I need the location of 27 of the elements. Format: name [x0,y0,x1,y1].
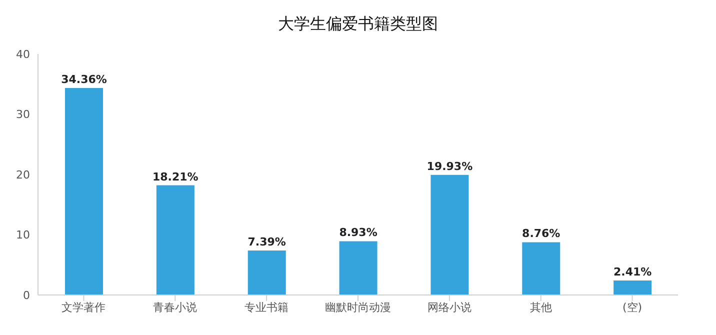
x-tick-label: 文学著作 [62,300,106,314]
data-label: 7.39% [248,235,286,248]
data-label: 2.41% [613,265,652,278]
bar [65,88,103,295]
bar [614,280,652,295]
data-label: 19.93% [426,160,473,173]
bar [156,185,194,295]
x-tick-label: 网络小说 [427,300,472,314]
bar [339,241,378,295]
y-tick-label: 0 [23,288,30,302]
y-tick-label: 10 [16,228,30,242]
data-label: 18.21% [152,170,198,184]
bar [430,174,469,295]
bar [248,250,286,295]
data-label: 8.93% [339,226,378,240]
x-tick-label: 幽默时尚动漫 [325,300,391,314]
y-tick-label: 20 [16,168,30,182]
y-tick-label: 40 [16,48,30,61]
data-label: 8.76% [522,227,560,240]
x-tick-label: 其他 [530,300,552,314]
chart-title: 大学生偏爱书籍类型图 [277,14,439,35]
x-tick-label: 专业书籍 [244,300,289,314]
y-tick-label: 30 [16,108,30,122]
bar [522,242,560,295]
data-label: 34.36% [61,72,107,86]
x-tick-label: 青春小说 [153,300,198,314]
x-tick-label: (空) [622,300,642,314]
